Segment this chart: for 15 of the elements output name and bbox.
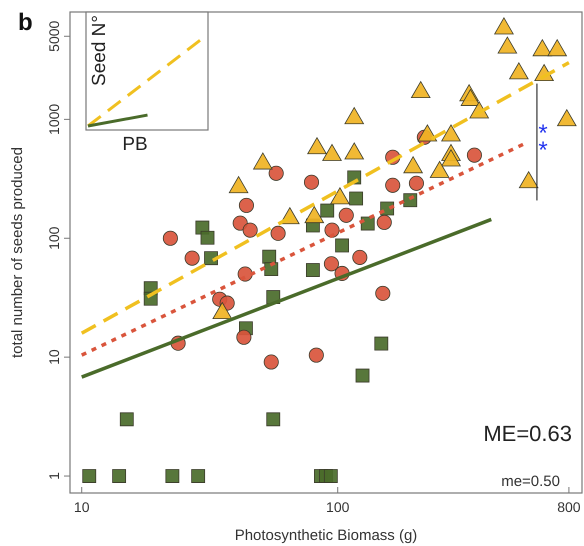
y-tick-label: 10 — [46, 349, 62, 365]
annotation: me=0.50 — [501, 473, 560, 490]
x-tick-label: 10 — [74, 499, 90, 515]
y-axis-title: total number of seeds produced — [9, 147, 26, 358]
x-tick-label: 100 — [326, 499, 350, 515]
y-tick-label: 1000 — [46, 104, 62, 135]
y-tick-label: 5000 — [46, 20, 62, 52]
x-axis-title: Photosynthetic Biomass (g) — [234, 527, 418, 544]
y-tick-label: 1 — [46, 472, 62, 480]
chart-title: b — [18, 9, 33, 36]
x-tick-label: 800 — [557, 499, 581, 515]
y-tick-label: 100 — [46, 226, 62, 250]
x-axis-title: PB — [122, 134, 148, 155]
annotation: ME=0.63 — [483, 421, 572, 446]
y-axis-title: Seed N° — [89, 15, 110, 86]
